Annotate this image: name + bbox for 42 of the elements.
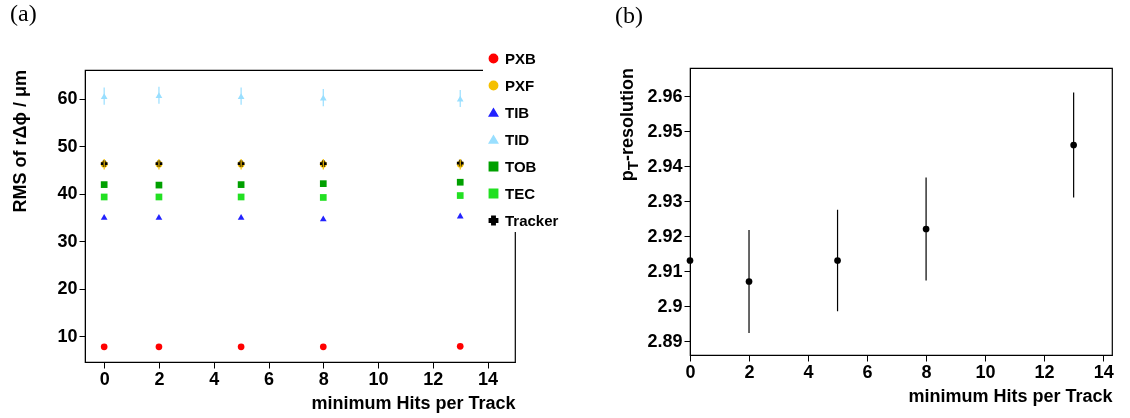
x-tick-label: 14	[1093, 361, 1114, 382]
legend-label: PXF	[505, 76, 535, 94]
x-tick-label: 0	[99, 368, 110, 389]
y-tick-label: 10	[57, 325, 78, 346]
y-tick-label: 20	[57, 278, 78, 299]
x-tick-label: 8	[921, 361, 932, 382]
x-tick-label: 8	[318, 368, 329, 389]
legend-label: TOB	[505, 157, 537, 175]
y-tick-label: 30	[57, 230, 78, 251]
y-tick-label: 2.94	[647, 155, 683, 176]
x-axis-title: minimum Hits per Track	[311, 392, 517, 413]
x-axis-title: minimum Hits per Track	[908, 385, 1114, 406]
x-tick-label: 0	[685, 361, 696, 382]
y-tick-label: 2.95	[647, 120, 683, 141]
x-tick-label: 12	[423, 368, 444, 389]
y-axis-title: RMS of rΔϕ / μm	[9, 70, 31, 215]
y-tick-label: 2.91	[647, 260, 683, 281]
y-tick-label: 50	[57, 135, 78, 156]
legend-label: Tracker	[505, 211, 559, 229]
legend-label: PXB	[505, 49, 537, 67]
y-tick-label: 2.92	[647, 225, 683, 246]
x-tick-label: 4	[209, 368, 220, 389]
y-tick-label: 2.89	[647, 330, 683, 351]
y-tick-label: 40	[57, 183, 78, 204]
legend-label: TIB	[505, 103, 530, 121]
x-tick-label: 14	[478, 368, 499, 389]
legend-label: TID	[505, 130, 530, 148]
chart-title: (a)	[10, 0, 37, 26]
y-tick-label: 2.93	[647, 190, 683, 211]
x-tick-label: 6	[862, 361, 873, 382]
y-tick-label: 60	[57, 88, 78, 109]
chart-title: (b)	[615, 2, 643, 28]
x-tick-label: 6	[264, 368, 275, 389]
x-tick-label: 12	[1034, 361, 1055, 382]
x-tick-label: 4	[803, 361, 814, 382]
x-tick-label: 10	[368, 368, 389, 389]
y-tick-label: 2.96	[647, 85, 683, 106]
y-tick-label: 2.9	[657, 295, 683, 316]
x-tick-label: 2	[154, 368, 165, 389]
legend-label: TEC	[505, 184, 536, 202]
x-tick-label: 2	[744, 361, 755, 382]
x-tick-label: 10	[975, 361, 996, 382]
